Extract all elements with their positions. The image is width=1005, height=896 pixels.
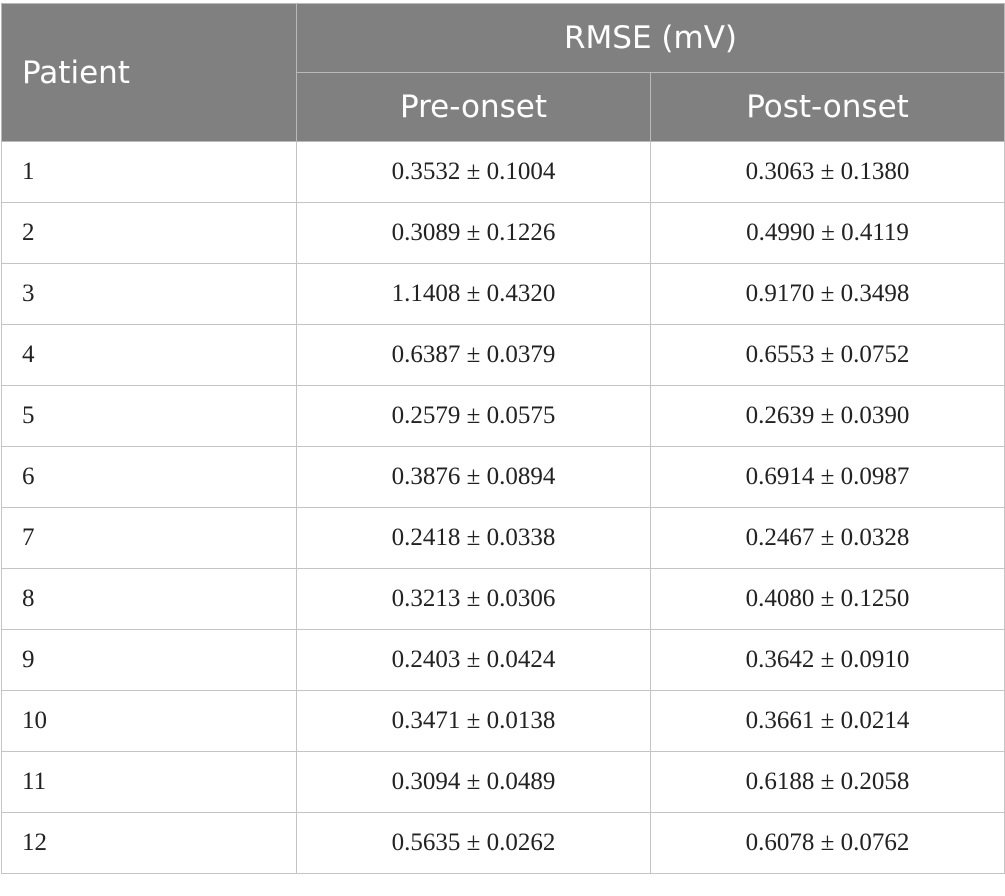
cell-post-onset: 0.4080 ± 0.1250 [650,568,1005,630]
cell-post-onset: 0.3063 ± 0.1380 [650,141,1005,203]
cell-post-onset: 0.3661 ± 0.0214 [650,690,1005,752]
cell-patient: 10 [1,690,297,752]
cell-patient: 11 [1,751,297,813]
cell-post-onset: 0.2639 ± 0.0390 [650,385,1005,447]
table-row: 9 0.2403 ± 0.0424 0.3642 ± 0.0910 [1,629,1005,691]
table-row: 8 0.3213 ± 0.0306 0.4080 ± 0.1250 [1,568,1005,630]
cell-pre-onset: 0.2579 ± 0.0575 [296,385,651,447]
table-header: Patient RMSE (mV) Pre-onset Post-onset [1,3,1005,142]
cell-pre-onset: 0.2403 ± 0.0424 [296,629,651,691]
header-pre-onset: Pre-onset [296,72,651,142]
table-row: 7 0.2418 ± 0.0338 0.2467 ± 0.0328 [1,507,1005,569]
header-row-top: Patient RMSE (mV) [1,3,1005,142]
header-post-onset: Post-onset [650,72,1005,142]
table-row: 10 0.3471 ± 0.0138 0.3661 ± 0.0214 [1,690,1005,752]
table-row: 5 0.2579 ± 0.0575 0.2639 ± 0.0390 [1,385,1005,447]
table-row: 6 0.3876 ± 0.0894 0.6914 ± 0.0987 [1,446,1005,508]
cell-pre-onset: 0.3213 ± 0.0306 [296,568,651,630]
cell-pre-onset: 0.6387 ± 0.0379 [296,324,651,386]
table-row: 3 1.1408 ± 0.4320 0.9170 ± 0.3498 [1,263,1005,325]
rmse-table-container: Patient RMSE (mV) Pre-onset Post-onset 1… [0,3,1005,874]
header-patient: Patient [1,3,297,142]
cell-post-onset: 0.6188 ± 0.2058 [650,751,1005,813]
rmse-table: Patient RMSE (mV) Pre-onset Post-onset 1… [1,3,1005,874]
table-row: 12 0.5635 ± 0.0262 0.6078 ± 0.0762 [1,812,1005,874]
table-row: 4 0.6387 ± 0.0379 0.6553 ± 0.0752 [1,324,1005,386]
cell-pre-onset: 0.3471 ± 0.0138 [296,690,651,752]
table-row: 2 0.3089 ± 0.1226 0.4990 ± 0.4119 [1,202,1005,264]
cell-pre-onset: 0.5635 ± 0.0262 [296,812,651,874]
cell-pre-onset: 0.2418 ± 0.0338 [296,507,651,569]
cell-pre-onset: 0.3532 ± 0.1004 [296,141,651,203]
table-row: 1 0.3532 ± 0.1004 0.3063 ± 0.1380 [1,141,1005,203]
cell-post-onset: 0.6914 ± 0.0987 [650,446,1005,508]
cell-patient: 6 [1,446,297,508]
cell-pre-onset: 1.1408 ± 0.4320 [296,263,651,325]
cell-post-onset: 0.3642 ± 0.0910 [650,629,1005,691]
cell-patient: 8 [1,568,297,630]
cell-patient: 4 [1,324,297,386]
cell-patient: 5 [1,385,297,447]
cell-patient: 7 [1,507,297,569]
cell-patient: 2 [1,202,297,264]
cell-patient: 9 [1,629,297,691]
cell-pre-onset: 0.3876 ± 0.0894 [296,446,651,508]
cell-post-onset: 0.9170 ± 0.3498 [650,263,1005,325]
header-row-sub: Pre-onset Post-onset [2,72,1005,142]
cell-pre-onset: 0.3089 ± 0.1226 [296,202,651,264]
cell-post-onset: 0.2467 ± 0.0328 [650,507,1005,569]
table-row: 11 0.3094 ± 0.0489 0.6188 ± 0.2058 [1,751,1005,813]
header-rmse: RMSE (mV) [296,3,1005,73]
table-body: 1 0.3532 ± 0.1004 0.3063 ± 0.1380 2 0.30… [1,141,1005,874]
cell-post-onset: 0.4990 ± 0.4119 [650,202,1005,264]
cell-post-onset: 0.6078 ± 0.0762 [650,812,1005,874]
cell-pre-onset: 0.3094 ± 0.0489 [296,751,651,813]
cell-patient: 12 [1,812,297,874]
cell-post-onset: 0.6553 ± 0.0752 [650,324,1005,386]
cell-patient: 3 [1,263,297,325]
cell-patient: 1 [1,141,297,203]
